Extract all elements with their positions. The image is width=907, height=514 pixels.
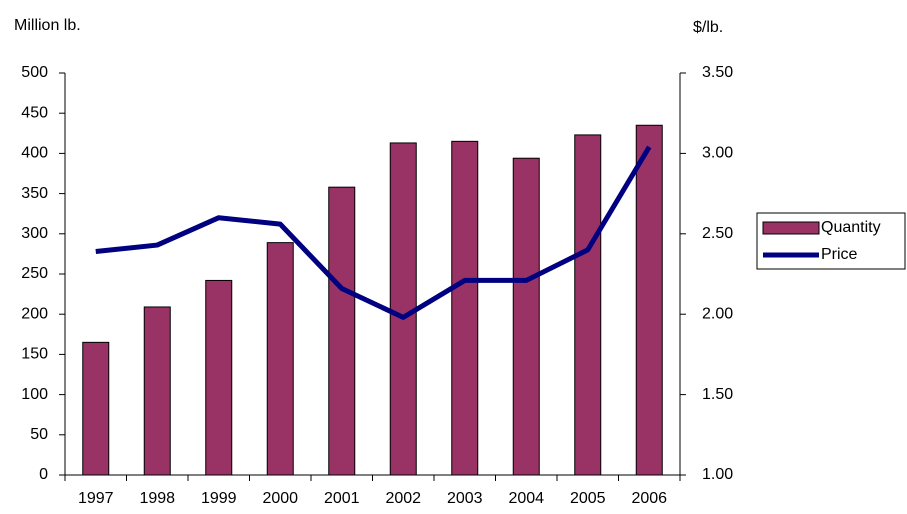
price-line [95, 145, 652, 320]
legend-label: Price [821, 246, 858, 263]
y-tick-label: 450 [21, 104, 48, 121]
y-tick-label: 300 [21, 225, 48, 242]
x-tick-label: 1998 [139, 490, 175, 507]
y2-tick-label: 1.50 [702, 386, 733, 403]
y2-axis-label: $/lb. [693, 19, 723, 36]
y-tick-label: 200 [21, 305, 48, 322]
x-tick-label: 1997 [78, 490, 114, 507]
y-tick-label: 50 [30, 426, 48, 443]
x-tick-label: 2005 [570, 490, 606, 507]
bar [512, 157, 540, 476]
bar [328, 186, 356, 476]
y-tick-label: 400 [21, 145, 48, 162]
x-tick-label: 2006 [631, 490, 667, 507]
y2-tick-label: 2.50 [702, 225, 733, 242]
bar [451, 140, 479, 476]
y-tick-label: 0 [39, 466, 48, 483]
bar [389, 142, 417, 476]
y-tick-label: 250 [21, 265, 48, 282]
y-axis-label: Million lb. [14, 17, 81, 34]
y-tick-label: 350 [21, 185, 48, 202]
bar [82, 341, 110, 476]
bar [205, 279, 233, 476]
y2-tick-label: 1.00 [702, 466, 733, 483]
legend-swatch [762, 221, 820, 235]
x-tick-label: 2000 [262, 490, 298, 507]
bar [574, 134, 602, 476]
bar [266, 242, 294, 476]
x-tick-label: 2002 [385, 490, 421, 507]
x-tick-label: 2004 [508, 490, 544, 507]
bar [635, 124, 663, 476]
y2-tick-label: 3.50 [702, 64, 733, 81]
legend-label: Quantity [821, 219, 881, 236]
y-tick-label: 500 [21, 64, 48, 81]
y-tick-label: 150 [21, 346, 48, 363]
bar [143, 306, 171, 476]
x-tick-label: 2003 [447, 490, 483, 507]
y-tick-label: 100 [21, 386, 48, 403]
x-tick-label: 2001 [324, 490, 360, 507]
x-tick-label: 1999 [201, 490, 237, 507]
y2-tick-label: 3.00 [702, 145, 733, 162]
y2-tick-label: 2.00 [702, 305, 733, 322]
